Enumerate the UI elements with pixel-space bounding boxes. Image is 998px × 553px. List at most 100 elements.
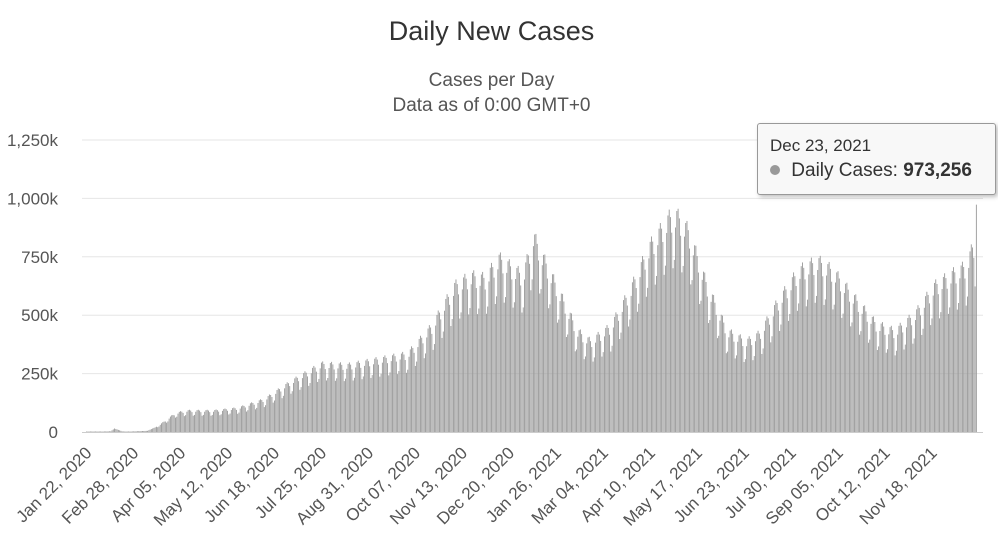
daily-cases-bar[interactable] (885, 352, 887, 432)
daily-cases-bar[interactable] (286, 382, 288, 432)
daily-cases-bar[interactable] (543, 254, 545, 432)
daily-cases-bar[interactable] (399, 359, 401, 433)
daily-cases-bar[interactable] (475, 288, 477, 432)
daily-cases-bar[interactable] (532, 246, 534, 432)
daily-cases-bar[interactable] (639, 277, 641, 432)
daily-cases-bar[interactable] (821, 262, 822, 432)
daily-cases-bar[interactable] (666, 232, 668, 432)
daily-cases-bar[interactable] (940, 312, 942, 432)
daily-cases-bar[interactable] (187, 410, 189, 432)
daily-cases-bar[interactable] (687, 230, 689, 432)
daily-cases-bar[interactable] (428, 325, 430, 432)
daily-cases-bar[interactable] (175, 417, 176, 432)
daily-cases-bar[interactable] (729, 330, 731, 432)
daily-cases-bar[interactable] (871, 316, 873, 432)
daily-cases-bar[interactable] (616, 314, 618, 432)
daily-cases-bar[interactable] (295, 376, 297, 432)
daily-cases-bar[interactable] (402, 351, 404, 432)
daily-cases-bar[interactable] (951, 270, 953, 432)
daily-cases-bar[interactable] (813, 275, 815, 432)
daily-cases-bar[interactable] (257, 403, 259, 432)
daily-cases-bar[interactable] (342, 369, 344, 432)
daily-cases-bar[interactable] (343, 381, 345, 432)
daily-cases-bar[interactable] (645, 296, 647, 432)
daily-cases-bar[interactable] (216, 410, 218, 432)
daily-cases-bar[interactable] (650, 236, 652, 432)
daily-cases-bar[interactable] (516, 267, 518, 432)
daily-cases-bar[interactable] (846, 282, 848, 432)
daily-cases-bar[interactable] (748, 336, 750, 432)
daily-cases-bar[interactable] (158, 426, 160, 432)
daily-cases-bar[interactable] (455, 279, 457, 432)
daily-cases-bar[interactable] (582, 342, 584, 432)
daily-cases-bar[interactable] (126, 431, 128, 433)
daily-cases-bar[interactable] (756, 333, 758, 432)
daily-cases-bar[interactable] (545, 263, 547, 432)
daily-cases-bar[interactable] (413, 352, 415, 432)
daily-cases-bar[interactable] (194, 414, 195, 432)
daily-cases-bar[interactable] (177, 413, 179, 432)
daily-cases-bar[interactable] (592, 361, 594, 432)
daily-cases-bar[interactable] (271, 396, 273, 432)
daily-cases-bar[interactable] (225, 409, 227, 432)
daily-cases-bar[interactable] (409, 349, 411, 432)
daily-cases-bar[interactable] (208, 410, 209, 432)
daily-cases-bar[interactable] (695, 245, 697, 432)
daily-cases-bar[interactable] (826, 275, 828, 432)
daily-cases-bar[interactable] (751, 345, 753, 432)
daily-cases-bar[interactable] (301, 378, 303, 432)
daily-cases-bar[interactable] (477, 314, 479, 432)
daily-cases-bar[interactable] (299, 389, 301, 432)
daily-cases-bar[interactable] (106, 431, 108, 432)
daily-cases-bar[interactable] (274, 400, 275, 432)
daily-cases-bar[interactable] (150, 429, 152, 432)
daily-cases-bar[interactable] (440, 319, 442, 432)
daily-cases-bar[interactable] (856, 300, 858, 432)
daily-cases-bar[interactable] (888, 334, 890, 432)
daily-cases-bar[interactable] (298, 381, 300, 432)
daily-cases-bar[interactable] (701, 279, 703, 432)
daily-cases-bar[interactable] (201, 415, 203, 432)
daily-cases-bar[interactable] (172, 414, 174, 432)
daily-cases-bar[interactable] (861, 313, 863, 432)
daily-cases-bar[interactable] (932, 295, 934, 432)
daily-cases-bar[interactable] (164, 421, 166, 432)
daily-cases-bar[interactable] (931, 318, 933, 432)
daily-cases-bar[interactable] (116, 429, 118, 432)
daily-cases-bar[interactable] (808, 274, 810, 432)
daily-cases-bar[interactable] (781, 302, 783, 432)
daily-cases-bar[interactable] (573, 331, 575, 432)
daily-cases-bar[interactable] (937, 294, 939, 432)
daily-cases-bar[interactable] (604, 336, 605, 432)
daily-cases-bar[interactable] (643, 259, 645, 433)
daily-cases-bar[interactable] (644, 269, 646, 432)
daily-cases-bar[interactable] (777, 310, 779, 432)
daily-cases-bar[interactable] (733, 341, 735, 432)
daily-cases-bar[interactable] (233, 407, 235, 432)
bar-series[interactable] (86, 204, 977, 433)
daily-cases-bar[interactable] (215, 409, 217, 432)
daily-cases-bar[interactable] (480, 274, 482, 432)
daily-cases-bar[interactable] (328, 368, 330, 432)
daily-cases-bar[interactable] (421, 337, 423, 432)
daily-cases-bar[interactable] (692, 255, 694, 432)
daily-cases-bar[interactable] (782, 290, 784, 432)
daily-cases-bar[interactable] (766, 316, 768, 432)
daily-cases-bar[interactable] (463, 277, 465, 432)
daily-cases-bar[interactable] (676, 211, 678, 432)
daily-cases-bar[interactable] (334, 380, 336, 432)
daily-cases-bar[interactable] (135, 431, 137, 432)
daily-cases-bar[interactable] (578, 330, 580, 432)
daily-cases-bar[interactable] (419, 335, 421, 432)
daily-cases-bar[interactable] (803, 267, 805, 432)
daily-cases-bar[interactable] (883, 326, 885, 432)
daily-cases-bar[interactable] (256, 407, 258, 432)
daily-cases-bar[interactable] (554, 282, 556, 432)
daily-cases-bar[interactable] (899, 322, 901, 432)
daily-cases-bar[interactable] (769, 324, 770, 432)
daily-cases-bar[interactable] (805, 306, 807, 432)
daily-cases-bar[interactable] (114, 428, 116, 433)
daily-cases-bar[interactable] (794, 276, 796, 432)
daily-cases-bar[interactable] (840, 291, 842, 432)
daily-cases-bar[interactable] (703, 271, 704, 432)
